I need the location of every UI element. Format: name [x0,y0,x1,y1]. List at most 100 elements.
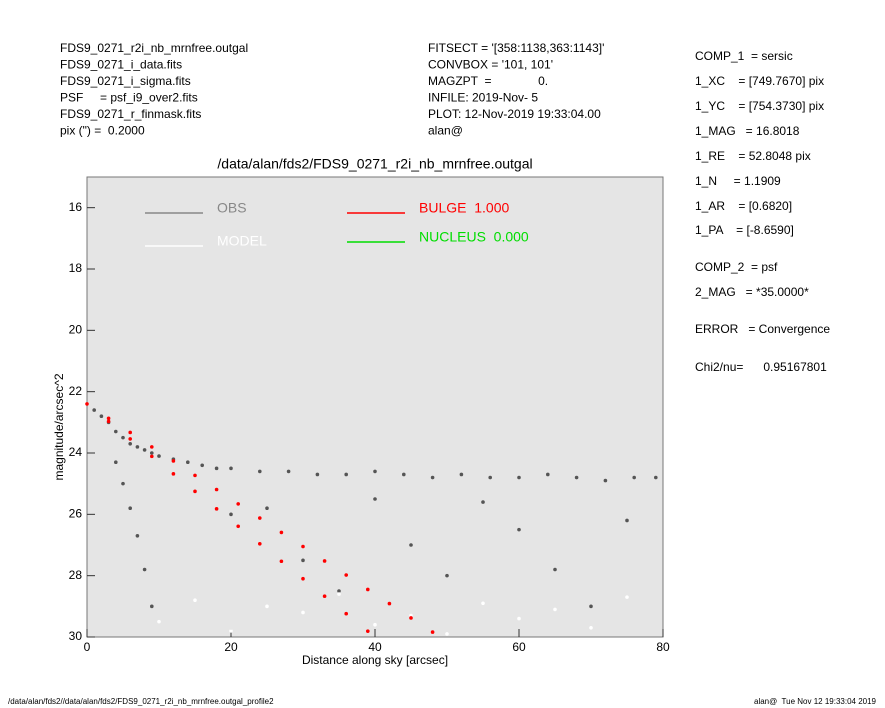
x-tick-label: 40 [368,640,382,654]
data-point [402,472,406,477]
param-line: 1_AR = [0.6820] [695,199,792,213]
data-point [344,611,349,616]
data-point [301,610,305,615]
data-point [553,607,557,612]
data-point [99,414,104,419]
data-point [301,576,305,581]
data-point [85,402,89,406]
data-point [546,472,550,477]
data-point [589,626,593,630]
data-point [214,507,219,511]
data-point [150,604,154,609]
data-point [135,445,140,449]
param-line: 1_XC = [749.7670] pix [695,74,824,88]
data-point [171,459,176,463]
data-point [186,460,190,465]
data-point [315,472,320,477]
data-point [373,497,377,501]
data-point [301,558,305,563]
footer-left: /data/alan/fds2//data/alan/fds2/FDS9_027… [8,697,274,706]
data-point [114,429,118,434]
data-point [142,567,147,572]
data-point [171,472,176,476]
data-point [157,619,161,624]
y-tick-label: 20 [69,323,83,337]
legend-label: OBS [217,200,247,216]
data-point [373,622,377,627]
data-point [157,454,161,458]
header-line: FDS9_0271_r_finmask.fits [60,107,201,121]
header-line: FDS9_0271_i_data.fits [60,58,182,72]
param-line: 1_YC = [754.3730] pix [695,99,824,113]
header-line: CONVBOX = '101, 101' [428,58,553,72]
data-point [517,616,521,621]
x-axis-label: Distance along sky [arcsec] [302,653,448,667]
param-line: COMP_1 = sersic [695,49,793,63]
data-point [301,544,305,549]
data-point [150,454,154,459]
x-tick-label: 20 [224,640,238,654]
data-point [409,616,413,620]
data-point [344,573,349,577]
data-point [142,448,147,452]
data-point [654,475,658,480]
x-tick-label: 0 [84,640,91,654]
y-tick-label: 28 [69,568,83,582]
param-line: 1_N = 1.1909 [695,174,781,188]
param-line: 2_MAG = *35.0000* [695,285,809,299]
data-point [286,469,291,474]
data-point [229,466,233,471]
param-line: Chi2/nu= 0.95167801 [695,360,827,374]
param-line: 1_RE = 52.8048 pix [695,149,811,163]
data-point [258,516,262,520]
y-tick-label: 24 [69,445,83,459]
header-line: PSF = psf_i9_over2.fits [60,91,198,105]
legend-label: BULGE 1.000 [419,200,509,216]
data-point [553,567,557,572]
y-tick-label: 22 [69,384,83,398]
header-line: FITSECT = '[358:1138,363:1143]' [428,41,604,55]
header-line: MAGZPT = 0. [428,74,548,88]
data-point [128,430,132,435]
data-point [517,475,521,480]
data-point [409,543,413,547]
chart-title: /data/alan/fds2/FDS9_0271_r2i_nb_mrnfree… [217,156,532,172]
data-point [114,460,118,465]
data-point [488,475,493,480]
plot-area [86,176,664,638]
data-point [589,604,593,609]
data-point [625,595,629,599]
data-point [135,534,140,538]
data-point [279,530,284,535]
legend-label: NUCLEUS 0.000 [419,229,529,245]
data-point [193,473,197,478]
header-line: FDS9_0271_r2i_nb_mrnfree.outgal [60,41,248,55]
data-point [214,466,219,471]
data-point [236,502,240,506]
y-tick-label: 16 [69,200,83,214]
data-point [445,632,449,636]
data-point [258,541,262,546]
data-point [128,506,132,511]
data-point [92,408,96,412]
data-point [337,589,341,593]
data-point [106,419,111,424]
data-point [344,472,349,477]
param-line: ERROR = Convergence [695,322,830,336]
y-tick-label: 30 [69,629,83,643]
header-line: FDS9_0271_i_sigma.fits [60,74,191,88]
y-tick-label: 18 [69,261,83,275]
data-point [200,463,204,468]
data-point [128,442,132,446]
data-point [430,630,435,634]
y-tick-label: 26 [69,507,83,521]
data-point [459,472,464,477]
data-point [128,437,132,441]
data-point [229,512,233,517]
header-line: pix (") = 0.2000 [60,124,145,138]
header-line: alan@ [428,124,463,138]
data-point [322,559,327,563]
x-tick-label: 60 [512,640,526,654]
x-tick-label: 80 [656,640,670,654]
